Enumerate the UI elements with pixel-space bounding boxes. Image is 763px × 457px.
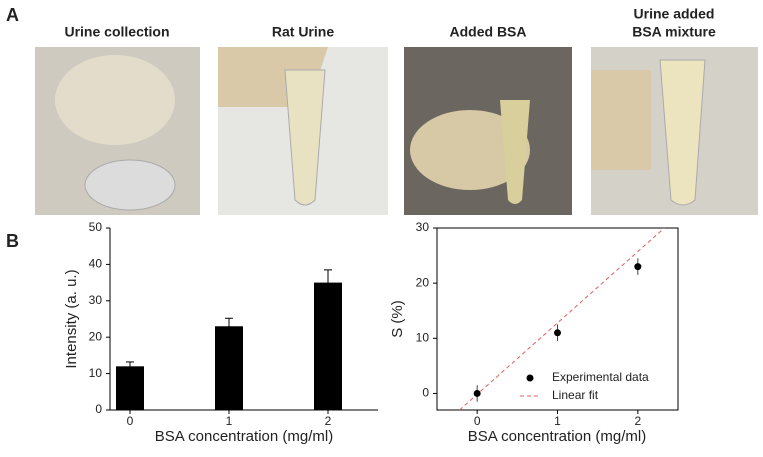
x-tick-label: 1 (554, 414, 561, 428)
panel-label: B (6, 231, 19, 251)
x-axis-label: BSA concentration (mg/ml) (155, 428, 333, 445)
photo-caption: Urine collection (64, 24, 169, 40)
y-tick-label: 50 (89, 220, 103, 234)
bar (314, 282, 342, 410)
bar (215, 326, 243, 410)
y-axis-label: S (%) (389, 300, 406, 338)
x-tick-label: 0 (474, 414, 481, 428)
y-tick-label: 20 (416, 275, 430, 289)
y-tick-label: 10 (89, 366, 103, 380)
legend-label: Experimental data (552, 370, 649, 384)
photo-caption: Urine added (634, 6, 715, 22)
y-tick-label: 20 (89, 329, 103, 343)
x-tick-label: 0 (127, 414, 134, 428)
x-tick-label: 2 (634, 414, 641, 428)
photo (404, 47, 572, 215)
y-tick-label: 30 (416, 220, 430, 234)
x-axis-label: BSA concentration (mg/ml) (468, 428, 646, 445)
photo-caption: Added BSA (450, 24, 527, 40)
data-point (473, 389, 481, 397)
bar (116, 366, 144, 410)
panel-label: A (6, 5, 19, 25)
y-tick-label: 0 (95, 402, 102, 416)
y-tick-label: 30 (89, 293, 103, 307)
photo (218, 47, 388, 215)
y-tick-label: 0 (422, 386, 429, 400)
legend-label: Linear fit (552, 388, 599, 402)
data-point (634, 263, 642, 271)
data-point (554, 329, 561, 337)
y-tick-label: 40 (89, 257, 103, 271)
legend-marker (526, 374, 534, 382)
photo (591, 47, 758, 215)
photo (35, 47, 200, 215)
y-axis-label: Intensity (a. u.) (63, 269, 80, 368)
x-tick-label: 1 (226, 414, 233, 428)
photo-caption: BSA mixture (632, 24, 716, 40)
y-tick-label: 10 (416, 330, 430, 344)
fit-line (459, 227, 665, 411)
photo-caption: Rat Urine (272, 24, 334, 40)
x-tick-label: 2 (325, 414, 332, 428)
